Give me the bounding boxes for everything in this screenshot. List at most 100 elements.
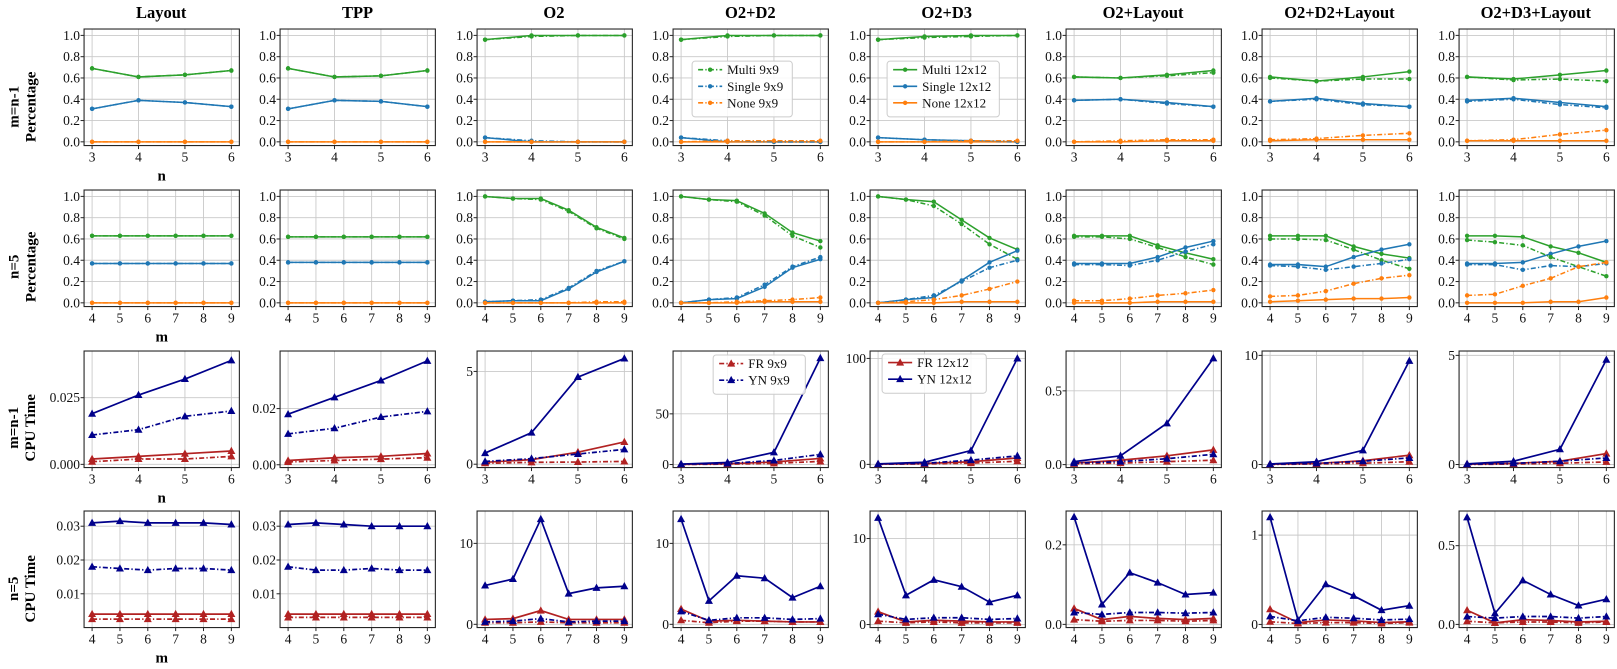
data-point-marker (199, 564, 208, 572)
data-point-marker (1116, 451, 1125, 459)
data-point-marker (1510, 137, 1516, 142)
data-point-marker (1211, 262, 1216, 267)
data-point-marker (968, 34, 973, 39)
row-label-line2: CPU Time (23, 554, 39, 623)
x-tick-label: 9 (1603, 310, 1610, 325)
y-tick-label: 0.8 (456, 49, 473, 64)
data-point-marker (369, 234, 375, 239)
y-tick-label: 0.01 (253, 587, 277, 602)
subplot-r4-c6: 4 5 6 7 8 9 0.0 0.2 (1028, 508, 1224, 669)
series-line-none-9x9 (681, 139, 821, 143)
column-title-3: O2 (543, 3, 565, 22)
data-point-marker (1510, 97, 1516, 102)
data-point-marker (1211, 70, 1216, 75)
x-tick-label: 3 (1463, 150, 1470, 165)
data-point-marker (173, 233, 178, 238)
x-tick-label: 9 (1210, 310, 1217, 325)
data-point-marker (818, 238, 823, 244)
data-point-marker (1490, 609, 1499, 617)
x-tick-label: 8 (986, 632, 993, 647)
data-point-marker (1295, 298, 1301, 303)
y-tick-label: 0.0 (1045, 617, 1062, 632)
data-point-marker (89, 260, 95, 266)
data-point-marker (1155, 299, 1160, 304)
y-tick-label: 0.6 (1045, 231, 1062, 246)
data-point-marker (1464, 233, 1469, 238)
y-tick-label: 0.4 (1438, 92, 1455, 107)
row-label-text: m=n-1 Percentage (6, 71, 40, 142)
data-point-marker (1377, 606, 1386, 614)
series-line-multi-9x9 (681, 34, 821, 41)
x-tick-label: 6 (1323, 310, 1330, 325)
x-tick-label: 8 (1378, 632, 1385, 647)
chart-canvas: 4 5 6 7 8 9 0 10 (459, 510, 633, 647)
series-line-single-12x12 (1073, 240, 1214, 264)
series-line-yn-9x9 (1270, 615, 1410, 622)
data-point-marker (679, 139, 684, 145)
data-point-marker (1490, 618, 1499, 627)
chart-canvas: 3 4 5 6 0.000 0.025 n (50, 349, 240, 506)
subplot-r3-c8: 3 4 5 6 0 5 (1421, 348, 1617, 509)
subplot-r2-c4: 4 5 6 7 8 9 0.0 0.2 0.4 0.6 0.8 1.0 (635, 187, 831, 348)
data-point-marker (1071, 262, 1077, 267)
x-tick-label: 3 (678, 150, 685, 165)
x-tick-label: 9 (228, 632, 235, 647)
x-tick-label: 6 (537, 632, 544, 647)
y-tick-label: 0.4 (1045, 253, 1062, 268)
x-tick-label: 7 (1547, 632, 1554, 647)
data-point-marker (1181, 609, 1190, 617)
data-point-marker (182, 72, 188, 77)
data-point-marker (284, 520, 293, 528)
x-tick-label: 4 (678, 310, 685, 325)
column-title-5: O2+D3 (921, 3, 973, 22)
series-line-fr-9x9 (484, 460, 625, 464)
data-point-marker (89, 300, 95, 305)
y-tick-label: 0.6 (652, 70, 669, 85)
chart-canvas: 3 4 5 6 0.0 0.2 0.4 0.6 0.8 1.0 (260, 28, 437, 165)
data-point-marker (575, 139, 580, 145)
series-line-fr-9x9 (1073, 458, 1214, 465)
x-tick-label: 5 (574, 150, 581, 165)
y-tick-label: 0.4 (849, 92, 866, 107)
x-tick-label: 5 (902, 632, 909, 647)
data-point-marker (1209, 455, 1218, 463)
x-tick-label: 8 (200, 632, 207, 647)
data-point-marker (1014, 33, 1020, 38)
data-point-marker (706, 300, 712, 305)
subplot-r4-c4: 4 5 6 7 8 9 0 10 (635, 508, 831, 669)
data-point-marker (1155, 257, 1160, 263)
data-point-marker (573, 457, 582, 465)
x-tick-label: 6 (930, 632, 937, 647)
x-tick-label: 5 (967, 150, 974, 165)
series-line-multi-9x9 (1270, 237, 1410, 270)
series-line-yn-9x9 (288, 566, 428, 572)
data-point-marker (1162, 453, 1171, 462)
data-point-marker (1405, 356, 1414, 364)
x-tick-label: 4 (1313, 471, 1320, 486)
y-tick-label: 0.0 (260, 134, 277, 149)
data-point-marker (1266, 459, 1275, 467)
data-point-marker (790, 230, 795, 235)
data-point-marker (480, 448, 489, 456)
series-line-none-12x12 (1073, 300, 1214, 304)
x-tick-label: 7 (1154, 632, 1161, 647)
data-point-marker (986, 286, 992, 291)
data-point-marker (620, 617, 629, 625)
subplot-r2-c5: 4 5 6 7 8 9 0.0 0.2 0.4 0.6 0.8 1.0 (832, 187, 1028, 348)
y-tick-label: 0.6 (849, 231, 866, 246)
x-tick-label: 6 (1519, 310, 1526, 325)
data-point-marker (182, 100, 188, 105)
x-tick-label: 5 (182, 150, 189, 165)
x-tick-label: 7 (1154, 310, 1161, 325)
data-point-marker (1097, 617, 1106, 625)
y-tick-label: 0.8 (849, 210, 866, 225)
series-line-multi-12x12 (877, 195, 1018, 251)
data-point-marker (89, 66, 95, 71)
data-point-marker (816, 456, 825, 464)
data-point-marker (1323, 233, 1329, 238)
y-tick-label: 0.0 (1045, 295, 1062, 310)
data-point-marker (1407, 241, 1412, 247)
data-point-marker (341, 259, 347, 265)
column-title-8: O2+D3+Layout (1480, 3, 1592, 22)
data-point-marker (1492, 233, 1497, 238)
